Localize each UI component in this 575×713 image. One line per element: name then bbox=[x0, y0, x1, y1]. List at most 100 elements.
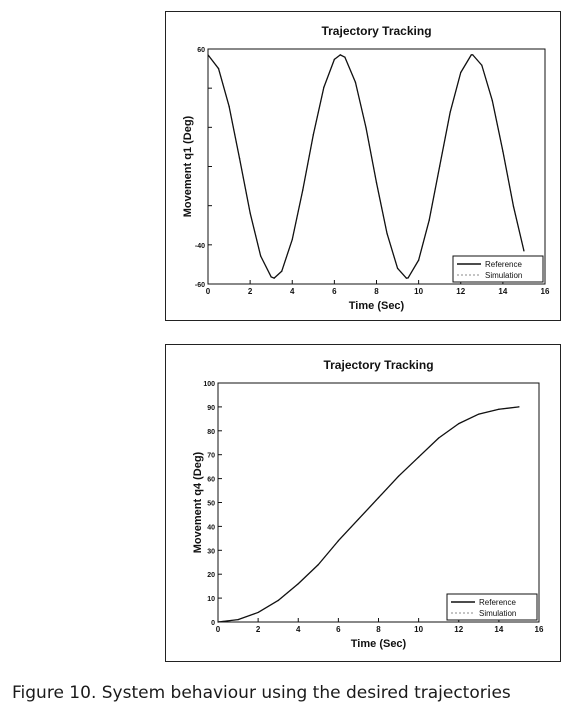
chart2-point-reference bbox=[377, 497, 380, 499]
chart1-y-tick-label: -60 bbox=[195, 282, 205, 289]
chart1-point-reference bbox=[249, 212, 251, 214]
chart2-x-tick-label: 14 bbox=[494, 625, 503, 634]
chart1-x-tick-label: 0 bbox=[206, 287, 211, 296]
chart2-point-reference bbox=[357, 518, 360, 520]
chart1-point-reference bbox=[523, 250, 525, 252]
chart1-point-reference bbox=[502, 150, 504, 152]
chart2-point-reference bbox=[337, 540, 339, 542]
chart1-title: Trajectory Tracking bbox=[321, 24, 431, 38]
chart1-point-reference bbox=[407, 277, 409, 279]
chart2-legend bbox=[446, 593, 538, 621]
chart2-y-tick-label: 0 bbox=[211, 620, 215, 627]
chart1-point-reference bbox=[312, 134, 314, 136]
chart1-point-reference bbox=[449, 111, 451, 113]
chart1-point-reference bbox=[470, 54, 472, 56]
chart2-x-tick-label: 6 bbox=[336, 625, 341, 634]
chart2-point-reference bbox=[317, 564, 319, 566]
chart2-x-axis-label: Time (Sec) bbox=[351, 638, 407, 650]
chart2-y-tick-label: 10 bbox=[207, 596, 215, 603]
chart1-point-reference bbox=[354, 81, 357, 83]
chart1-point-reference bbox=[405, 277, 408, 279]
chart2-x-tick-label: 2 bbox=[256, 625, 261, 634]
chart1-x-tick-label: 8 bbox=[374, 287, 379, 296]
chart2-x-tick-label: 4 bbox=[296, 625, 301, 634]
chart2-x-tick-label: 0 bbox=[216, 625, 221, 634]
chart1-point-reference bbox=[228, 105, 230, 107]
chart2-legend-label-reference: Reference bbox=[479, 598, 516, 607]
chart1-point-reference bbox=[323, 86, 325, 88]
chart1-y-axis-label: Movement q1 (Deg) bbox=[182, 115, 194, 217]
chart1-point-reference bbox=[396, 267, 399, 269]
chart1-x-tick-label: 16 bbox=[541, 287, 550, 296]
chart2-y-tick-label: 80 bbox=[207, 429, 215, 436]
chart2-point-reference bbox=[277, 599, 279, 602]
chart1-point-reference bbox=[365, 126, 367, 129]
chart1-point-reference bbox=[512, 205, 515, 207]
chart1-x-axis-label: Time (Sec) bbox=[349, 300, 405, 312]
chart2-series-simulation bbox=[217, 406, 519, 623]
figure-caption: Figure 10. System behaviour using the de… bbox=[12, 683, 511, 703]
chart2-series-reference bbox=[217, 406, 520, 623]
chart2-y-tick-label: 90 bbox=[207, 405, 215, 412]
chart1-point-reference bbox=[460, 71, 462, 74]
chart1-point-reference bbox=[260, 255, 262, 257]
chart1-x-tick-label: 14 bbox=[498, 287, 507, 296]
chart2-point-reference bbox=[397, 475, 400, 477]
chart1-x-tick-label: 2 bbox=[248, 287, 253, 296]
chart2-point-reference bbox=[438, 437, 440, 439]
chart1-point-reference bbox=[281, 270, 283, 272]
chart2-point-reference bbox=[458, 423, 460, 425]
chart2-x-tick-label: 10 bbox=[414, 625, 423, 634]
chart1-point-reference bbox=[217, 67, 220, 70]
chart-q4-panel: Trajectory Tracking 0 2 4 6 8 10 12 14 16 0 10 20 30 4… bbox=[165, 344, 561, 662]
chart2-y-tick-label: 70 bbox=[207, 453, 215, 460]
chart1-y-tick-label: -40 bbox=[195, 243, 205, 250]
chart2-y-tick-label: 30 bbox=[207, 548, 215, 555]
chart2-point-reference bbox=[217, 621, 219, 623]
chart-q1-svg: Trajectory Tracking 0 2 4 6 8 10 12 14 16 -60 -40 60… bbox=[182, 24, 550, 312]
chart2-point-reference bbox=[418, 456, 420, 458]
chart1-series-simulation bbox=[207, 54, 525, 279]
chart1-series-reference bbox=[207, 54, 525, 279]
chart2-y-axis-label: Movement q4 (Deg) bbox=[192, 451, 204, 553]
chart2-point-reference bbox=[498, 408, 500, 410]
chart1-x-tick-label: 6 bbox=[332, 287, 337, 296]
chart1-point-reference bbox=[344, 56, 346, 58]
chart2-x-tick-label: 12 bbox=[454, 625, 463, 634]
chart1-point-reference bbox=[375, 182, 378, 184]
chart2-y-tick-label: 50 bbox=[207, 501, 215, 508]
chart2-y-tick-label: 100 bbox=[203, 381, 215, 388]
chart2-x-tick-label: 8 bbox=[376, 625, 381, 634]
chart1-x-tick-label: 10 bbox=[414, 287, 423, 296]
chart2-legend-label-simulation: Simulation bbox=[479, 609, 516, 618]
chart1-point-reference bbox=[339, 54, 341, 56]
chart-q4-svg: Trajectory Tracking 0 2 4 6 8 10 12 14 16 0 10 20 30 4… bbox=[192, 358, 544, 650]
chart1-x-tick-label: 4 bbox=[290, 287, 295, 296]
chart1-point-reference bbox=[418, 259, 420, 261]
chart1-point-reference bbox=[491, 100, 493, 102]
chart-q1-panel: Trajectory Tracking 0 2 4 6 8 10 12 14 16 -60 -40 60… bbox=[165, 11, 561, 321]
chart1-point-reference bbox=[481, 64, 483, 66]
chart2-title: Trajectory Tracking bbox=[323, 358, 433, 372]
chart1-point-reference bbox=[291, 238, 293, 241]
chart1-point-reference bbox=[238, 158, 241, 160]
chart2-point-reference bbox=[257, 611, 259, 614]
chart1-point-reference bbox=[386, 232, 388, 235]
chart1-point-reference bbox=[439, 165, 441, 167]
chart1-point-reference bbox=[428, 219, 430, 221]
chart1-point-reference bbox=[270, 276, 272, 278]
chart1-legend bbox=[452, 255, 544, 283]
chart1-x-tick-label: 12 bbox=[456, 287, 465, 296]
chart2-point-reference bbox=[297, 583, 299, 585]
chart2-point-reference bbox=[518, 406, 520, 408]
chart2-y-tick-label: 40 bbox=[207, 524, 215, 531]
chart1-point-reference bbox=[273, 277, 275, 279]
chart2-point-reference bbox=[237, 619, 239, 621]
chart1-point-reference bbox=[472, 54, 474, 56]
chart2-point-reference bbox=[478, 413, 480, 415]
chart2-plot-area bbox=[217, 382, 540, 623]
chart1-legend-label-reference: Reference bbox=[485, 260, 522, 269]
chart1-point-reference bbox=[302, 189, 304, 191]
chart2-y-tick-label: 60 bbox=[207, 477, 215, 484]
chart1-y-tick-label: 60 bbox=[197, 47, 205, 54]
